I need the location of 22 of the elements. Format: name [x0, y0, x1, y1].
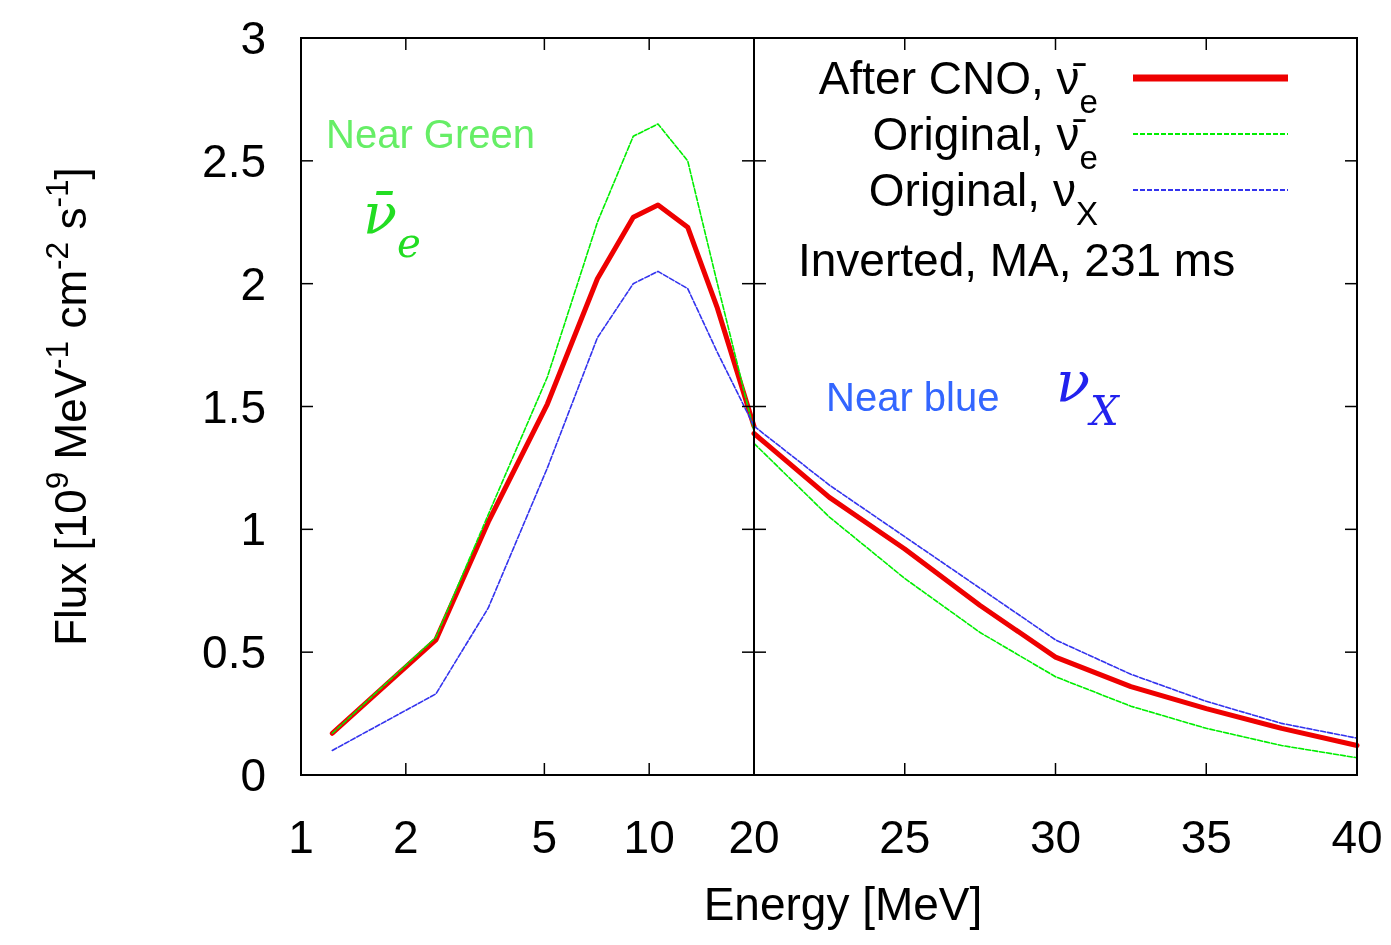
annotation: ν$_{X}$ [1056, 349, 1122, 435]
x-tick-label: 5 [531, 811, 558, 863]
y-tick-label: 0 [240, 749, 266, 801]
y-tick-label: 0.5 [202, 626, 266, 679]
y-tick-label: 2 [240, 257, 266, 310]
x-tick-label: 1 [288, 811, 314, 863]
annotation: ν̄$_{e}$ [363, 181, 421, 267]
y-tick-label: 2.5 [202, 134, 266, 187]
y-tick-label: 3 [240, 12, 266, 64]
annotation: Near blue [826, 375, 1000, 419]
x-tick-label: 30 [1029, 811, 1082, 863]
annotation: Inverted, MA, 231 ms [798, 234, 1236, 286]
x-tick-label: 25 [879, 811, 931, 863]
y-tick-label: 1.5 [202, 380, 266, 433]
annotation: Near Green [326, 112, 535, 156]
x-tick-label: 35 [1180, 811, 1232, 863]
x-tick-label: 20 [728, 811, 780, 863]
x-tick-label: 40 [1331, 811, 1383, 863]
x-axis-title: Energy [MeV] [703, 878, 983, 930]
y-tick-label: 1 [240, 503, 266, 556]
x-tick-label: 2 [393, 811, 419, 863]
x-tick-label: 10 [623, 811, 675, 863]
